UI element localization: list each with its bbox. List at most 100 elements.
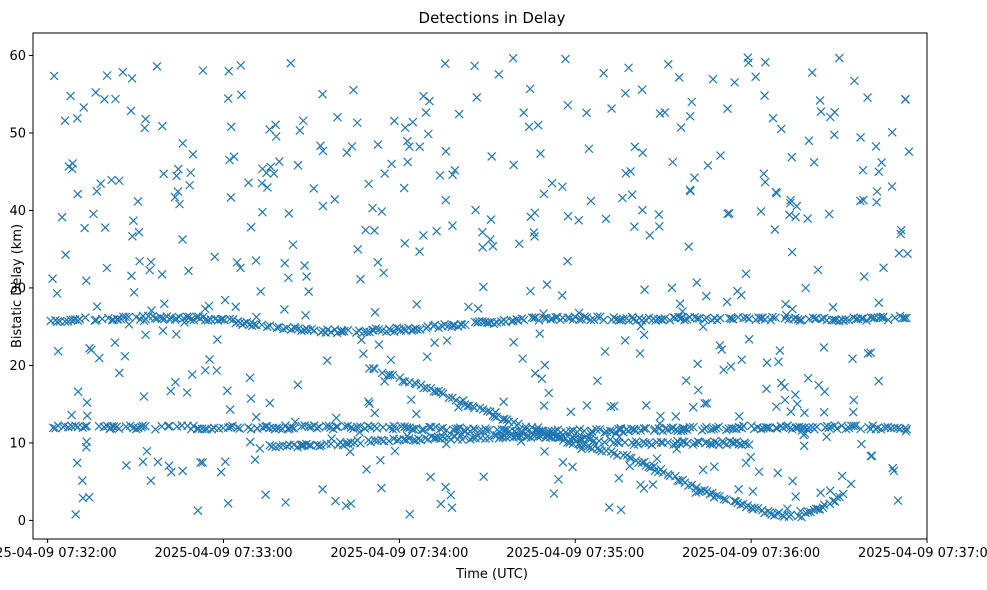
detection-marker: [629, 424, 639, 434]
detection-marker: [730, 77, 740, 87]
detection-marker: [96, 179, 106, 189]
detection-marker: [724, 208, 734, 218]
detection-marker: [487, 152, 497, 161]
detection-marker: [150, 313, 160, 323]
detection-marker: [251, 412, 261, 422]
detection-marker: [257, 320, 267, 330]
detection-marker: [812, 422, 822, 432]
detection-marker: [231, 302, 241, 312]
detection-marker: [485, 235, 495, 244]
detection-marker: [135, 256, 145, 266]
detection-marker: [832, 424, 842, 434]
detection-marker: [728, 314, 738, 324]
detection-marker: [902, 313, 911, 323]
detection-marker: [85, 343, 94, 353]
detection-marker: [530, 231, 539, 241]
detection-marker: [166, 467, 176, 477]
detection-marker: [127, 271, 136, 281]
detection-marker: [152, 61, 162, 71]
detection-marker: [450, 165, 460, 175]
detection-marker: [114, 368, 124, 378]
detection-marker: [795, 316, 805, 326]
detection-marker: [352, 422, 362, 432]
detection-marker: [402, 423, 412, 432]
detection-marker: [723, 104, 732, 114]
detection-marker: [592, 376, 602, 386]
detection-marker: [170, 192, 180, 202]
detection-marker: [818, 503, 828, 513]
detection-marker: [203, 315, 213, 325]
detection-marker: [557, 291, 567, 300]
detection-marker: [118, 67, 128, 77]
x-axis-ticks: 2025-04-09 07:32:00 2025-04-09 07:33:00 20…: [0, 539, 987, 561]
detection-marker: [781, 299, 790, 309]
detection-marker: [563, 256, 573, 266]
detection-marker: [780, 395, 790, 405]
detection-marker: [756, 424, 766, 434]
detection-marker: [377, 483, 386, 493]
detection-marker: [566, 407, 576, 417]
detection-marker: [791, 492, 801, 501]
detection-marker: [612, 437, 622, 447]
detection-marker: [771, 313, 780, 323]
detection-marker: [529, 313, 539, 323]
detection-marker: [102, 263, 112, 273]
detection-marker: [416, 435, 426, 445]
detection-marker: [675, 476, 684, 486]
detection-marker: [785, 210, 794, 220]
detection-marker: [616, 315, 626, 325]
detection-marker: [178, 235, 187, 244]
detection-marker: [166, 386, 176, 396]
detection-marker: [715, 491, 724, 501]
detection-marker: [786, 407, 796, 417]
y-tick-label: 40: [9, 204, 26, 219]
detection-marker: [113, 315, 123, 324]
detection-marker: [165, 421, 174, 431]
detection-marker: [809, 157, 819, 167]
detection-marker: [691, 488, 701, 498]
detection-marker: [605, 426, 615, 436]
detection-marker: [48, 274, 58, 284]
detection-marker: [893, 423, 903, 433]
detection-marker: [171, 314, 181, 323]
detection-marker: [245, 373, 255, 383]
detection-marker: [750, 503, 760, 513]
detection-marker: [250, 455, 260, 465]
detection-marker: [565, 314, 575, 323]
detection-marker: [827, 315, 837, 325]
detection-marker: [700, 485, 709, 495]
detection-marker: [546, 314, 556, 324]
detection-marker: [900, 95, 910, 104]
detection-marker: [577, 444, 587, 454]
detection-marker: [49, 71, 59, 81]
detection-marker: [883, 315, 893, 325]
detection-marker: [412, 299, 422, 309]
detection-marker: [849, 421, 858, 431]
detection-marker: [667, 283, 677, 293]
detection-marker: [863, 349, 873, 358]
detection-marker: [626, 166, 636, 176]
detection-marker: [127, 231, 137, 241]
detection-marker: [788, 476, 798, 486]
detection-marker: [658, 468, 668, 477]
detection-marker: [637, 85, 647, 95]
x-tick-label: 2025-04-09 07:33:00: [154, 546, 292, 561]
detection-marker: [112, 314, 122, 324]
detection-marker: [421, 108, 431, 117]
detection-marker: [574, 308, 584, 318]
detection-marker: [627, 424, 636, 434]
detection-marker: [693, 385, 703, 395]
detection-marker: [131, 312, 141, 322]
detection-marker: [729, 424, 739, 434]
detection-marker: [457, 435, 467, 445]
detection-marker: [318, 201, 328, 211]
detection-marker: [636, 321, 646, 331]
detection-marker: [256, 287, 266, 296]
detection-marker: [126, 106, 136, 116]
detection-marker: [423, 129, 433, 139]
detection-marker: [855, 196, 865, 206]
detection-marker: [373, 140, 383, 149]
detection-marker: [607, 104, 616, 114]
detection-marker: [888, 463, 898, 473]
detection-marker: [331, 413, 341, 423]
